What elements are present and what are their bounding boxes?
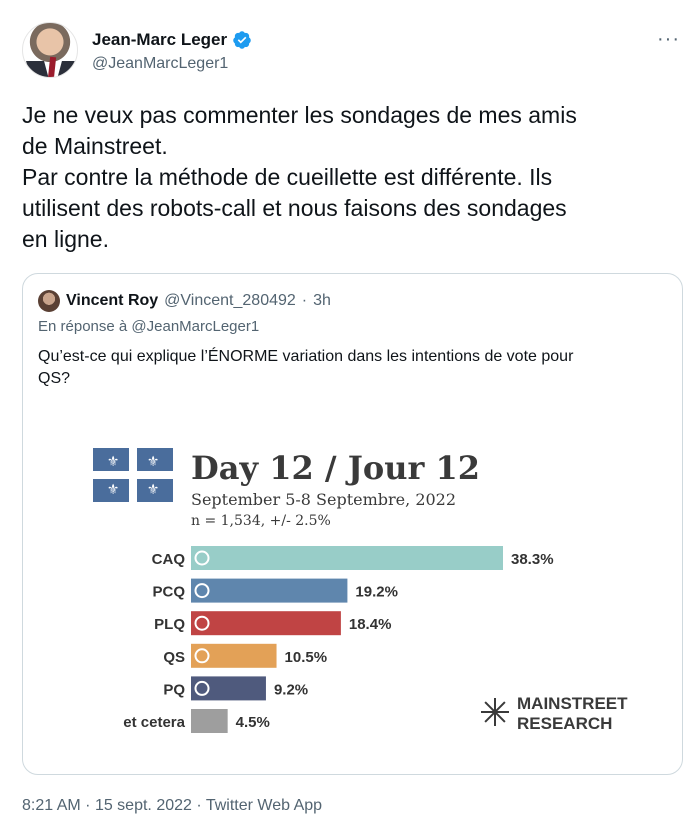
author-avatar[interactable] [22,22,78,78]
logo-mark-stroke [484,701,506,723]
quoted-separator: · [301,292,308,309]
reply-context: En réponse à @JeanMarcLeger1 [38,318,259,335]
tweet-meta: 8:21 AM · 15 sept. 2022 · Twitter Web Ap… [22,797,322,815]
fleur-de-lis-icon: ⚜ [147,454,160,470]
party-logo-icon [194,550,210,566]
quoted-author-avatar[interactable] [38,290,60,312]
category-label: PQ [163,681,185,698]
tweet-text-line: utilisent des robots-call et nous faison… [22,195,567,221]
meta-separator: · [196,797,202,814]
value-label: 38.3% [511,551,554,568]
category-label: QS [163,649,185,666]
quoted-text-line: Qu’est-ce qui explique l’ÉNORME variatio… [38,348,574,365]
value-label: 19.2% [355,584,398,601]
quebec-flag-icon: ⚜ ⚜ ⚜ ⚜ [93,448,173,502]
flag-cross-horizontal [93,471,173,479]
reply-to-handle[interactable]: @JeanMarcLeger1 [131,318,260,335]
tweet-text-line: de Mainstreet. [22,133,168,159]
fleur-de-lis-icon: ⚜ [107,482,120,498]
quoted-tweet-text: Qu’est-ce qui explique l’ÉNORME variatio… [38,346,668,390]
chart-sample: n = 1,534, +/- 2.5% [191,513,331,529]
poll-chart-image[interactable]: ⚜ ⚜ ⚜ ⚜ Day 12 / Jour 12 September 5-8 Sept… [23,274,683,775]
category-label: CAQ [152,551,186,568]
tweet-header: Jean-Marc Leger @JeanMarcLeger1 ··· [22,22,682,82]
category-label: PLQ [154,616,185,633]
meta-separator: · [85,797,91,814]
bar [191,709,228,733]
tweet-date[interactable]: 15 sept. 2022 [94,797,192,814]
tweet-time[interactable]: 8:21 AM [22,797,81,814]
bar [191,643,277,668]
logo-text-line1: MAINSTREET [517,694,628,713]
author-name-row: Jean-Marc Leger [92,30,252,50]
quoted-tweet-header: Vincent Roy @Vincent_280492 · 3h [38,290,331,312]
tweet-source-app[interactable]: Twitter Web App [205,797,323,814]
author-handle[interactable]: @JeanMarcLeger1 [92,55,229,72]
tweet-text-line: Je ne veux pas commenter les sondages de… [22,102,577,128]
quoted-author-handle[interactable]: @Vincent_280492 [164,292,296,309]
quoted-time-ago[interactable]: 3h [313,292,331,309]
value-label: 18.4% [349,616,392,633]
quoted-tweet[interactable]: Vincent Roy @Vincent_280492 · 3h En répo… [22,273,683,775]
value-label: 4.5% [236,714,270,731]
bar [191,578,348,603]
bar [191,546,503,570]
tweet-text-line: en ligne. [22,226,109,252]
tweet-text: Je ne veux pas commenter les sondages de… [22,100,682,255]
party-logo-icon [194,583,210,599]
chart-subtitle: September 5-8 Septembre, 2022 [191,490,456,509]
bar [191,676,266,701]
author-display-name[interactable]: Jean-Marc Leger [92,30,228,49]
value-label: 10.5% [285,649,328,666]
party-logo-icon [194,680,210,696]
quoted-author-name[interactable]: Vincent Roy [66,292,159,309]
fleur-de-lis-icon: ⚜ [107,454,120,470]
party-logo-icon [194,648,210,664]
tweet-text-line: Par contre la méthode de cueillette est … [22,164,553,190]
category-label: PCQ [152,584,185,601]
category-label: et cetera [123,714,185,731]
fleur-de-lis-icon: ⚜ [147,482,160,498]
reply-prefix: En réponse à [38,318,128,335]
quoted-text-line: QS? [38,370,71,387]
value-label: 9.2% [274,681,308,698]
bar [191,611,341,636]
verified-badge-icon [233,31,251,49]
more-options-icon[interactable]: ··· [657,28,680,50]
chart-title: Day 12 / Jour 12 [191,449,480,487]
party-logo-icon [194,615,210,631]
logo-text-line2: RESEARCH [517,714,612,733]
